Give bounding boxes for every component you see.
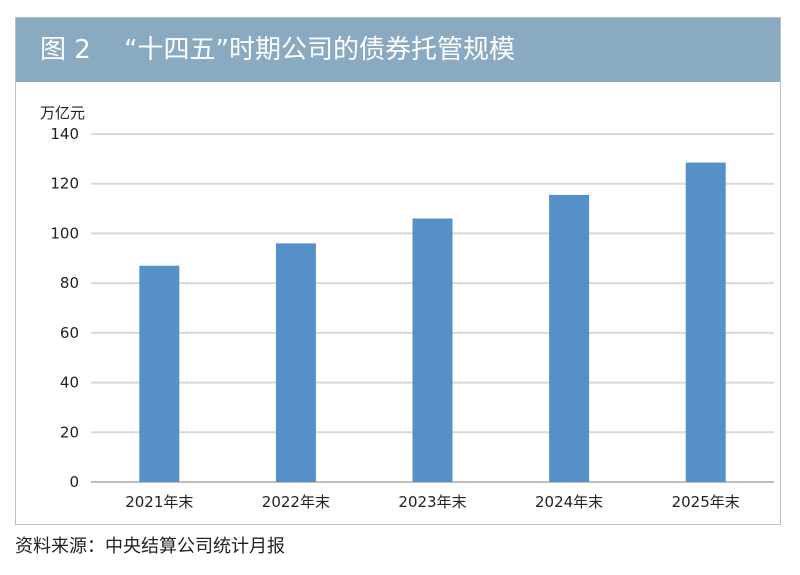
y-tick-label: 60 xyxy=(60,324,79,342)
figure-frame: 图 2 “十四五”时期公司的债券托管规模 万亿元 0 20 40 60 80 100 120… xyxy=(15,17,781,525)
bar xyxy=(412,218,453,482)
bar xyxy=(549,194,590,482)
x-tick-label: 2025年末 xyxy=(672,493,740,511)
bar xyxy=(275,243,316,482)
figure-number: 图 2 xyxy=(40,35,91,65)
x-tick-label: 2021年末 xyxy=(125,493,193,511)
y-tick-label: 120 xyxy=(50,175,79,193)
x-tick-label: 2022年末 xyxy=(262,493,330,511)
y-tick-label: 0 xyxy=(69,473,79,491)
title-banner: 图 2 “十四五”时期公司的债券托管规模 xyxy=(16,18,780,82)
y-tick-label: 140 xyxy=(50,125,79,143)
x-tick-label: 2024年末 xyxy=(535,493,603,511)
bar xyxy=(685,162,726,483)
y-tick-label: 80 xyxy=(60,274,79,292)
source-note: 资料来源：中央结算公司统计月报 xyxy=(15,536,285,557)
x-tick-label: 2023年末 xyxy=(398,493,466,511)
chart-title: “十四五”时期公司的债券托管规模 xyxy=(124,35,515,65)
bar xyxy=(139,265,180,482)
y-axis-unit: 万亿元 xyxy=(40,104,86,122)
y-tick-label: 40 xyxy=(60,374,79,392)
y-tick-label: 20 xyxy=(60,423,79,441)
bar-chart: 0 20 40 60 80 100 120 140 2021年末 2022年末 2023年末 2024… xyxy=(50,125,774,511)
y-tick-label: 100 xyxy=(50,224,79,242)
